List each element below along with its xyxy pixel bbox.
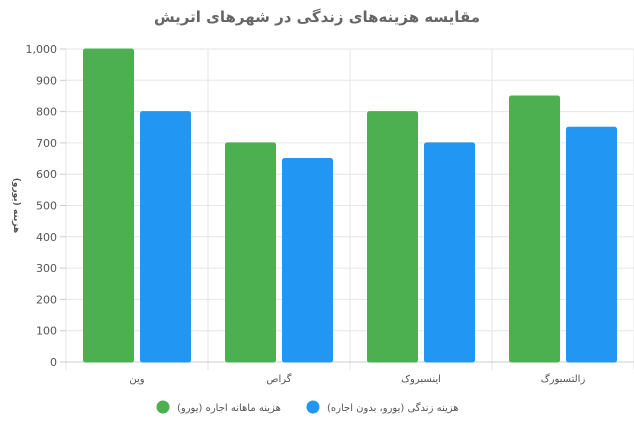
x-tick-label: گراص xyxy=(266,373,291,385)
bar-rent-3[interactable] xyxy=(509,95,560,363)
y-tick-label: 0 xyxy=(50,356,57,369)
legend-swatch-1[interactable] xyxy=(306,400,320,414)
bar-living-3[interactable] xyxy=(566,126,617,363)
bar-living-0[interactable] xyxy=(140,111,191,363)
y-tick-label: 300 xyxy=(36,262,57,275)
x-tick-label: زالتسبورگ xyxy=(541,372,586,385)
y-axis-ticks: 0 100 200 300 400 500 600 700 800 900 1,000 xyxy=(26,43,66,369)
bar-rent-1[interactable] xyxy=(225,142,276,363)
x-tick-label: اینسبروک xyxy=(401,374,441,385)
y-tick-label: 1,000 xyxy=(26,43,58,56)
bar-living-2[interactable] xyxy=(424,142,475,363)
bars xyxy=(83,48,617,363)
legend-label-0[interactable]: هزینه ماهانه اجاره (یورو) xyxy=(177,403,281,414)
x-tick-label: وین xyxy=(129,374,144,385)
y-tick-label: 900 xyxy=(36,74,57,87)
bar-living-1[interactable] xyxy=(282,158,333,363)
y-tick-label: 400 xyxy=(36,231,57,244)
legend[interactable]: هزینه ماهانه اجاره (یورو) هزینه زندگی (یو… xyxy=(156,400,459,415)
legend-label-1[interactable]: هزینه زندگی (یورو، بدون اجاره) xyxy=(327,402,459,414)
x-axis-ticks: وین گراص اینسبروک زالتسبورگ xyxy=(129,372,585,385)
y-tick-label: 500 xyxy=(36,200,57,213)
y-tick-label: 600 xyxy=(36,168,57,181)
y-axis-label: هزینه (یورو) xyxy=(11,178,21,234)
y-tick-label: 100 xyxy=(36,325,57,338)
bar-rent-0[interactable] xyxy=(83,48,134,363)
y-tick-label: 800 xyxy=(36,106,57,119)
bar-rent-2[interactable] xyxy=(367,111,418,363)
legend-swatch-0[interactable] xyxy=(156,400,170,414)
chart-title: مقایسه هزینه‌های زندگی در شهرهای اتریش xyxy=(154,8,480,26)
y-tick-label: 200 xyxy=(36,293,57,306)
y-tick-label: 700 xyxy=(36,137,57,150)
